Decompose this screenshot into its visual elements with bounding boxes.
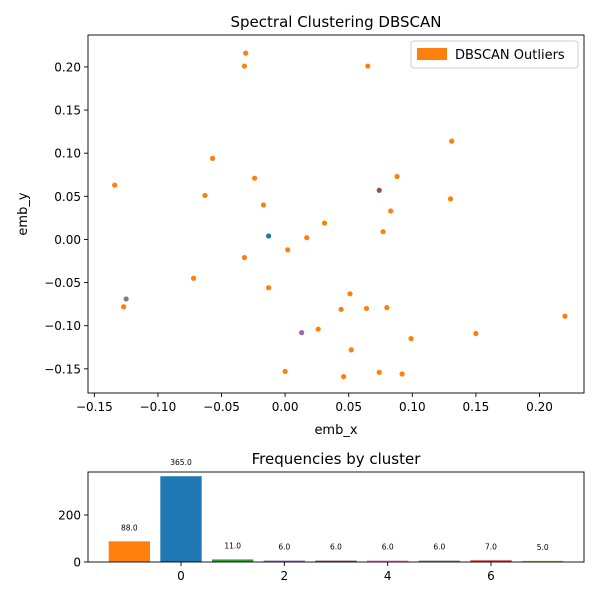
x-tick-label: 0.20 — [526, 400, 553, 414]
scatter-point — [399, 371, 405, 377]
scatter-point — [299, 330, 305, 336]
scatter-point — [210, 155, 216, 161]
scatter-point — [321, 220, 328, 226]
bar-x-tick-label: 6 — [487, 569, 495, 583]
scatter-point — [347, 291, 353, 297]
scatter-y-axis: −0.15 −0.10 −0.05 0.00 0.05 0.10 0.15 0.20 — [44, 60, 88, 376]
x-tick-label: −0.05 — [203, 400, 240, 414]
x-tick-label: 0.15 — [463, 400, 490, 414]
bar — [315, 560, 357, 562]
bar-value-label: 7.0 — [485, 542, 497, 551]
scatter-point — [348, 347, 354, 353]
x-tick-label: −0.15 — [76, 400, 113, 414]
x-tick-label: −0.10 — [140, 400, 177, 414]
y-tick-label: 0.10 — [54, 147, 81, 161]
scatter-point — [380, 229, 386, 235]
scatter-point — [265, 285, 272, 291]
scatter-points — [112, 50, 568, 380]
bar-value-label: 6.0 — [433, 543, 445, 552]
scatter-point — [112, 182, 118, 188]
scatter-point — [285, 247, 291, 253]
bar — [160, 476, 202, 562]
scatter-point — [473, 330, 479, 337]
scatter-point — [190, 275, 197, 281]
y-tick-label: −0.15 — [44, 362, 81, 376]
scatter-point — [338, 306, 344, 312]
scatter-plot-frame — [87, 34, 585, 394]
bar-y-tick-label: 200 — [58, 509, 81, 523]
scatter-point — [282, 368, 288, 375]
scatter-point — [376, 369, 382, 375]
scatter-point — [315, 326, 321, 332]
bar-value-label: 6.0 — [382, 543, 394, 552]
scatter-point — [121, 304, 127, 310]
bar — [367, 560, 409, 562]
bar-title: Frequencies by cluster — [252, 450, 422, 468]
scatter-point — [394, 173, 400, 180]
bar-y-tick-label: 0 — [73, 556, 81, 570]
bar-value-label: 365.0 — [170, 458, 192, 467]
scatter-point — [341, 374, 347, 380]
x-tick-label: 0.05 — [335, 400, 362, 414]
bar-series — [108, 476, 564, 562]
bar-chart: Frequencies by cluster 88.0 365.0 11.0 6.0 6… — [58, 450, 585, 583]
scatter-point — [384, 305, 390, 311]
y-tick-label: −0.10 — [44, 319, 81, 333]
scatter-chart: Spectral Clustering DBSCAN −0.15 −0.10 −0.… — [16, 13, 585, 438]
scatter-point — [408, 336, 414, 342]
bar-x-tick-label: 2 — [281, 569, 289, 583]
scatter-point — [449, 138, 455, 144]
bar-value-labels: 88.0 365.0 11.0 6.0 6.0 6.0 6.0 7.0 5.0 — [121, 458, 549, 552]
scatter-point — [562, 313, 568, 319]
bar — [522, 560, 564, 562]
scatter-legend: DBSCAN Outliers — [410, 40, 579, 69]
scatter-point — [447, 196, 454, 202]
legend-swatch — [417, 48, 447, 60]
y-tick-label: 0.00 — [54, 233, 81, 247]
scatter-point — [241, 63, 248, 69]
x-tick-label: 0.00 — [272, 400, 299, 414]
bar-x-axis: 0 2 4 6 — [177, 562, 495, 583]
scatter-point — [363, 305, 370, 312]
bar-value-label: 5.0 — [537, 543, 549, 552]
scatter-point — [202, 192, 208, 199]
bar-x-tick-label: 4 — [384, 569, 392, 583]
bar-x-tick-label: 0 — [177, 569, 185, 583]
scatter-point — [376, 187, 382, 193]
y-tick-label: 0.05 — [54, 190, 81, 204]
bar — [418, 560, 460, 562]
y-tick-label: −0.05 — [44, 276, 81, 290]
scatter-point — [260, 202, 267, 208]
scatter-point — [365, 63, 371, 69]
bar-value-label: 11.0 — [224, 541, 241, 550]
bar-y-axis: 0 200 — [58, 509, 88, 570]
bar-value-label: 6.0 — [278, 543, 290, 552]
bar — [263, 560, 305, 562]
bar — [212, 559, 254, 562]
bar-value-label: 88.0 — [121, 523, 138, 532]
scatter-point — [265, 233, 272, 239]
scatter-point — [243, 50, 249, 56]
scatter-x-axis-label: emb_x — [314, 423, 357, 438]
bar — [470, 560, 512, 562]
bar — [108, 541, 150, 562]
scatter-title: Spectral Clustering DBSCAN — [231, 13, 442, 31]
y-tick-label: 0.15 — [54, 104, 81, 118]
scatter-point — [241, 254, 248, 261]
scatter-y-axis-label: emb_y — [16, 192, 31, 235]
bar-value-label: 6.0 — [330, 543, 342, 552]
x-tick-label: 0.10 — [399, 400, 426, 414]
bar-plot-frame — [87, 471, 585, 563]
legend-label: DBSCAN Outliers — [455, 48, 565, 63]
scatter-point — [252, 175, 258, 181]
scatter-point — [388, 208, 394, 214]
legend-box — [410, 40, 579, 69]
scatter-point — [304, 235, 310, 241]
scatter-x-axis: −0.15 −0.10 −0.05 0.00 0.05 0.10 0.15 0.20 — [76, 393, 553, 414]
scatter-point — [123, 296, 129, 302]
y-tick-label: 0.20 — [54, 60, 81, 74]
